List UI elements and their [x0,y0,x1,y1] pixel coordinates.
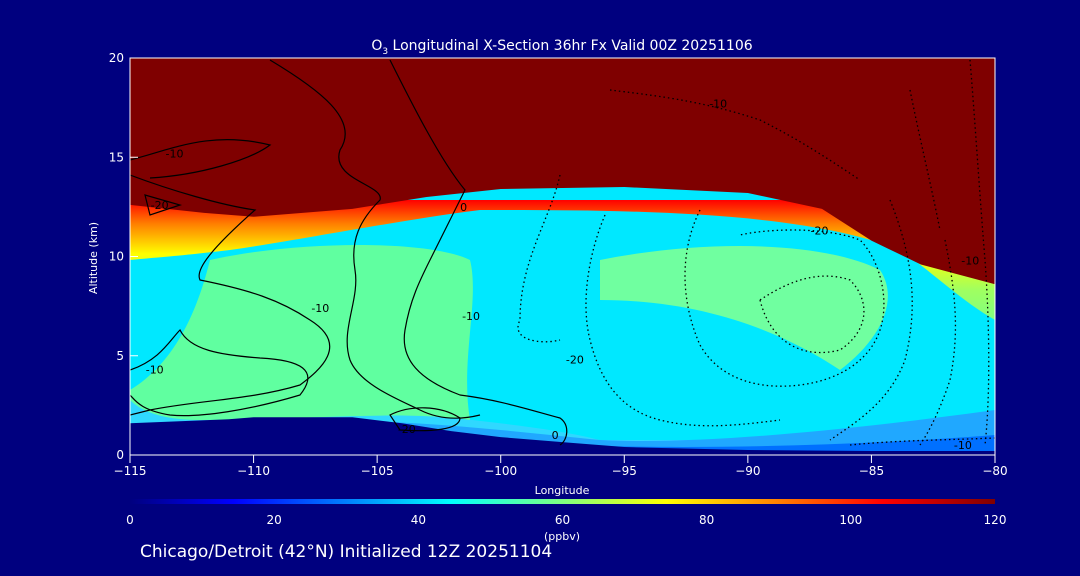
plot-field: -10 -20 -10 -10 -20 -10 -20 -10 -10 -10 -20 0 0 [130,58,995,455]
terrain-mask [130,417,995,455]
contour-solid-1 [130,139,272,179]
colorbar-tick-label: 120 [984,513,1007,527]
colorbar-tick-label: 40 [411,513,426,527]
x-tick-label: −105 [361,464,394,478]
contour-label: -10 [709,98,727,111]
contour-label: 0 [552,429,559,442]
contour-label: -20 [398,423,416,436]
contour-dotted-3 [585,214,781,427]
y-tick-label: 0 [116,448,124,462]
footer-caption: Chicago/Detroit (42°N) Initialized 12Z 2… [140,542,553,562]
contour-lines-dotted [517,59,995,446]
contour-dotted-8 [969,59,990,446]
contour-solid-5 [269,59,481,419]
contour-label: -10 [462,310,480,323]
contour-label: -10 [954,439,972,452]
contour-solid-2 [130,174,331,416]
contour-label: -10 [166,147,184,160]
contour-labels: -10 -20 -10 -10 -20 -10 -20 -10 -10 -10 -20 0 0 [146,98,980,452]
x-axis-ticks: −115 −110 −105 −100 −95 −90 −85 −80 [114,455,1008,478]
contour-solid-4 [130,328,309,417]
chart-title: O3 Longitudinal X-Section 36hr Fx Valid … [371,38,752,57]
x-tick-label: −95 [612,464,637,478]
x-tick-label: −90 [735,464,760,478]
y-tick-label: 20 [109,51,124,65]
contour-lines-solid [130,59,568,446]
contour-dotted-9 [909,89,941,231]
x-tick-label: −85 [859,464,884,478]
contour-dotted-2 [609,89,861,181]
colorbar-tick-label: 80 [699,513,714,527]
contour-dotted-5 [759,275,865,354]
x-axis-label: Longitude [535,484,590,497]
y-tick-label: 5 [116,349,124,363]
y-tick-label: 15 [109,150,124,164]
contour-label: -10 [146,364,164,377]
contour-label: -20 [151,199,169,212]
contour-label: -20 [811,225,829,238]
y-tick-label: 10 [109,250,124,264]
contour-solid-6 [389,59,568,446]
y-axis-ticks: 0 5 10 15 20 [109,51,138,462]
contour-dotted-6 [829,199,913,441]
colorbar-tick-label: 0 [126,513,134,527]
x-tick-label: −115 [114,464,147,478]
x-tick-label: −110 [237,464,270,478]
contour-solid-7 [389,407,461,432]
colorbar-tick-label: 100 [839,513,862,527]
colorbar-ticks: 0 20 40 60 80 100 120 [126,513,1006,527]
colorbar [130,499,995,504]
contour-solid-3 [144,194,183,216]
stratosphere-region [130,58,995,285]
y-axis-label: Altitude (km) [87,222,100,294]
colorbar-unit: (ppbv) [544,530,580,543]
field-blob-green-mid [600,246,888,370]
contour-label: -20 [566,354,584,367]
colorbar-tick-label: 60 [555,513,570,527]
colorbar-tick-label: 20 [267,513,282,527]
x-tick-label: −100 [484,464,517,478]
contour-label: -10 [311,302,329,315]
contour-label: 0 [460,201,467,214]
tropopause-transition [130,200,995,320]
x-tick-label: −80 [982,464,1007,478]
contour-label: -10 [961,254,979,267]
field-blob-green-left [130,245,473,420]
